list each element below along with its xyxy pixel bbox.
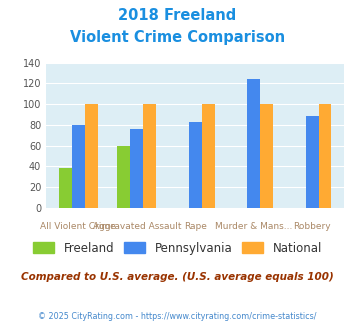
Bar — [306, 115, 319, 208]
Bar — [143, 104, 156, 208]
Text: All Violent Crime: All Violent Crime — [40, 222, 116, 231]
Bar — [247, 79, 260, 208]
Bar — [260, 104, 273, 208]
Text: Aggravated Assault: Aggravated Assault — [93, 222, 181, 231]
Legend: Freeland, Pennsylvania, National: Freeland, Pennsylvania, National — [28, 237, 327, 259]
Bar — [72, 125, 85, 208]
Bar — [85, 104, 98, 208]
Bar — [202, 104, 214, 208]
Bar — [189, 122, 202, 208]
Bar — [319, 104, 332, 208]
Text: Compared to U.S. average. (U.S. average equals 100): Compared to U.S. average. (U.S. average … — [21, 272, 334, 282]
Text: 2018 Freeland: 2018 Freeland — [118, 8, 237, 23]
Text: © 2025 CityRating.com - https://www.cityrating.com/crime-statistics/: © 2025 CityRating.com - https://www.city… — [38, 312, 317, 321]
Text: Murder & Mans...: Murder & Mans... — [215, 222, 293, 231]
Text: Violent Crime Comparison: Violent Crime Comparison — [70, 30, 285, 45]
Text: Robbery: Robbery — [293, 222, 331, 231]
Text: Rape: Rape — [184, 222, 207, 231]
Bar — [130, 129, 143, 208]
Bar — [59, 169, 72, 208]
Bar — [118, 146, 130, 208]
